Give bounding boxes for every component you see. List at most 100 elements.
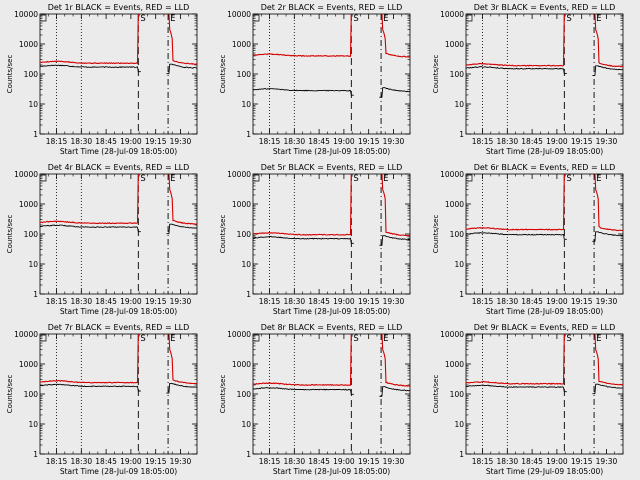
x-tick-label: 19:30 (383, 137, 405, 146)
y-tick-label: 1000 (232, 200, 251, 209)
x-tick-label: 18:45 (308, 297, 330, 306)
series-events-line (466, 231, 623, 242)
chart-panel-8: Det 8r BLACK = Events, RED = LLD 1 10 100 10… (219, 323, 411, 476)
x-tick-label: 19:00 (333, 297, 355, 306)
chart-title: Det 4r BLACK = Events, RED = LLD (48, 163, 190, 172)
x-tick-label: 19:00 (546, 457, 568, 466)
y-tick-label: 1000 (19, 200, 38, 209)
y-tick-label: 1000 (19, 40, 38, 49)
x-tick-label: 18:45 (308, 137, 330, 146)
x-tick-label: 19:15 (571, 457, 593, 466)
start-marker-label: S (566, 174, 571, 184)
series-lld-line (40, 174, 197, 225)
x-tick-label: 19:30 (383, 297, 405, 306)
series-lld-line (40, 334, 197, 385)
end-marker-label: E (596, 174, 601, 184)
corner-marker (41, 334, 47, 342)
x-tick-label: 18:45 (95, 137, 117, 146)
x-tick-label: 18:45 (308, 457, 330, 466)
series-events-line (466, 65, 623, 76)
corner-marker (41, 174, 47, 182)
y-tick-label: 100 (450, 390, 465, 399)
corner-marker (467, 334, 473, 342)
y-tick-label: 100 (24, 70, 39, 79)
y-tick-label: 10 (454, 420, 464, 429)
y-tick-label: 1000 (232, 360, 251, 369)
y-tick-label: 10000 (14, 170, 38, 179)
series-lld-line (253, 174, 410, 237)
y-tick-label: 1000 (445, 200, 464, 209)
x-tick-label: 19:30 (596, 137, 618, 146)
x-tick-label: 19:00 (546, 297, 568, 306)
y-tick-label: 1000 (445, 360, 464, 369)
corner-marker (254, 334, 260, 342)
chart-title: Det 8r BLACK = Events, RED = LLD (261, 323, 403, 332)
x-tick-label: 19:30 (596, 297, 618, 306)
x-tick-label: 19:30 (170, 297, 192, 306)
plot-frame (39, 13, 198, 135)
end-marker-label: E (383, 174, 388, 184)
plot-frame (39, 333, 198, 455)
series-lld-line (253, 334, 410, 387)
chart-panel-5: Det 5r BLACK = Events, RED = LLD 1 10 100 10… (219, 163, 411, 316)
plot-frame (252, 333, 411, 455)
x-tick-label: 19:30 (596, 457, 618, 466)
x-tick-label: 19:30 (383, 457, 405, 466)
start-marker-label: S (353, 334, 358, 344)
x-tick-label: 18:45 (95, 457, 117, 466)
x-tick-label: 18:30 (284, 457, 306, 466)
x-tick-label: 19:00 (333, 137, 355, 146)
x-axis-label: Start Time (28-Jul-09 18:05:00) (60, 147, 177, 156)
x-axis-label: Start Time (28-Jul-09 18:05:00) (486, 147, 603, 156)
y-tick-label: 10000 (440, 170, 464, 179)
x-tick-label: 18:15 (259, 137, 281, 146)
chart-panel-6: Det 6r BLACK = Events, RED = LLD 1 10 100 10… (432, 163, 624, 316)
chart-panel-3: Det 3r BLACK = Events, RED = LLD 1 10 100 10… (432, 3, 624, 156)
corner-marker (41, 14, 47, 22)
corner-marker (467, 174, 473, 182)
chart-panel-4: Det 4r BLACK = Events, RED = LLD 1 10 100 10… (6, 163, 198, 316)
y-tick-label: 1 (246, 450, 251, 459)
x-tick-label: 19:30 (170, 457, 192, 466)
x-tick-label: 18:15 (472, 457, 494, 466)
x-axis-label: Start Time (28-Jul-09 18:05:00) (273, 467, 390, 476)
series-lld-line (253, 14, 410, 58)
x-tick-label: 18:15 (259, 297, 281, 306)
y-tick-label: 100 (237, 390, 252, 399)
start-marker-label: S (566, 334, 571, 344)
x-axis-label: Start Time (29-Jul-09 18:05:00) (486, 467, 603, 476)
x-tick-label: 18:30 (497, 137, 519, 146)
series-events-line (253, 386, 410, 397)
end-marker-label: E (383, 334, 388, 344)
x-tick-label: 19:00 (120, 297, 142, 306)
x-axis-label: Start Time (28-Jul-09 18:05:00) (486, 307, 603, 316)
x-tick-label: 18:30 (284, 297, 306, 306)
y-tick-label: 1000 (232, 40, 251, 49)
y-axis-label: Counts/sec (432, 375, 440, 414)
y-tick-label: 100 (24, 390, 39, 399)
end-marker-label: E (170, 334, 175, 344)
x-tick-label: 18:15 (46, 297, 68, 306)
x-tick-label: 18:45 (521, 457, 543, 466)
series-events-line (40, 223, 197, 235)
corner-marker (467, 14, 473, 22)
y-tick-label: 1 (459, 450, 464, 459)
y-tick-label: 10 (241, 100, 251, 109)
start-marker-label: S (566, 14, 571, 24)
x-tick-label: 18:30 (71, 457, 93, 466)
x-tick-label: 18:45 (95, 297, 117, 306)
chart-title: Det 9r BLACK = Events, RED = LLD (474, 323, 616, 332)
x-tick-label: 18:15 (46, 137, 68, 146)
x-axis-label: Start Time (28-Jul-09 18:05:00) (60, 307, 177, 316)
y-axis-label: Counts/sec (219, 55, 227, 94)
y-tick-label: 10000 (227, 10, 251, 19)
y-tick-label: 1 (33, 290, 38, 299)
x-tick-label: 18:30 (497, 457, 519, 466)
y-tick-label: 10000 (14, 330, 38, 339)
y-tick-label: 100 (237, 230, 252, 239)
start-marker-label: S (140, 14, 145, 24)
y-tick-label: 10000 (440, 10, 464, 19)
x-tick-label: 18:30 (71, 297, 93, 306)
x-tick-label: 19:00 (546, 137, 568, 146)
